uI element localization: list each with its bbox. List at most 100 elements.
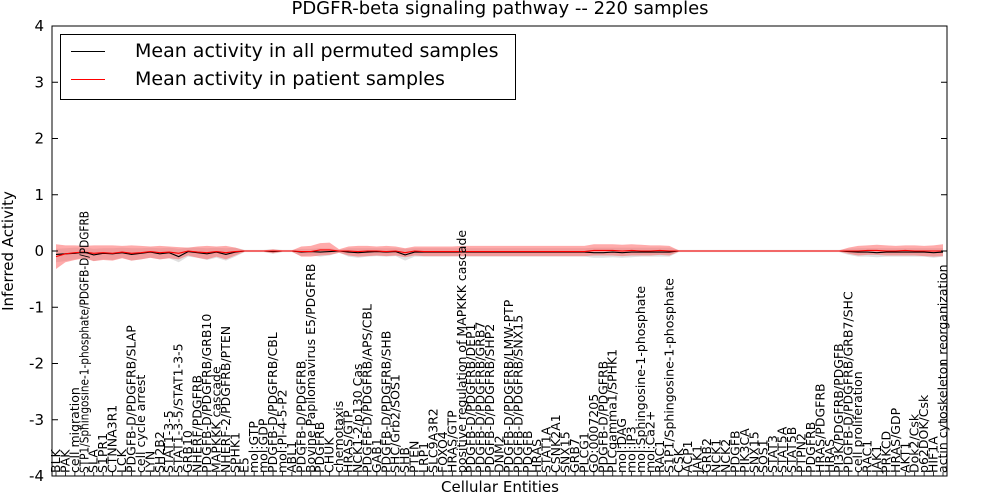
x-tick-label: ABL1 bbox=[284, 441, 299, 473]
x-tick-label: PDGFB-D/PDGFRB/SLAP bbox=[124, 325, 139, 473]
y-tick-label: -2 bbox=[29, 355, 44, 373]
x-tick-label: LYN bbox=[142, 451, 157, 473]
legend-label-permuted: Mean activity in all permuted samples bbox=[135, 40, 499, 62]
x-tick-label: JAK1 bbox=[869, 445, 884, 474]
x-tick-label: mol:GTP bbox=[246, 421, 261, 473]
x-tick-label: chemotaxis bbox=[331, 401, 346, 473]
band-patient-spread bbox=[56, 242, 943, 269]
x-tick-label: GRB10 bbox=[180, 430, 195, 473]
x-tick-label: SHC/Grb2/SOS1 bbox=[388, 374, 403, 473]
x-tick-label: PIK3CA bbox=[737, 428, 752, 473]
x-tick-label: mol:DAG bbox=[614, 418, 629, 473]
legend-label-patient: Mean activity in patient samples bbox=[135, 68, 445, 90]
x-tick-label: STAT5A bbox=[775, 426, 790, 473]
x-tick-label: STAT5B bbox=[784, 427, 799, 473]
x-tick-label: GRB7 bbox=[567, 438, 582, 473]
y-tick-label: -1 bbox=[29, 298, 44, 316]
x-tick-label: PDGFB-D/PDGFRB/SHP2 bbox=[482, 324, 497, 473]
x-tick-label: SNX15 bbox=[558, 431, 573, 473]
x-tick-label: SNX15 bbox=[746, 431, 761, 473]
x-tick-label: PTPN2 bbox=[794, 433, 809, 473]
x-tick-label: mol:IP3 bbox=[624, 426, 639, 473]
x-tick-label: mol:GDP bbox=[256, 418, 271, 473]
y-tick-label: 3 bbox=[34, 73, 44, 91]
legend-swatch-permuted bbox=[71, 50, 105, 52]
y-tick-label: 1 bbox=[34, 186, 44, 204]
x-tick-label: PDGFB bbox=[727, 430, 742, 473]
x-tick-label: cell migration bbox=[67, 387, 82, 473]
x-axis-label: Cellular Entities bbox=[441, 478, 559, 496]
x-tick-label: SOS1 bbox=[756, 439, 771, 473]
x-tick-label: PDGFB-D/PDGFRB/GRB7 bbox=[473, 322, 488, 473]
x-tick-label: DNM2 bbox=[492, 435, 507, 473]
y-axis: -4 -3 -2 -1 0 1 2 3 4 bbox=[29, 17, 947, 485]
x-tick-label: SLA bbox=[86, 449, 101, 473]
legend-entry-patient: Mean activity in patient samples bbox=[61, 67, 445, 91]
series-line-patient bbox=[55, 249, 943, 258]
x-tick-label: GAB1 bbox=[369, 438, 384, 473]
x-tick-label: HRAS/PDGFRB bbox=[812, 383, 827, 473]
x-tick-label: CTNNA3R1 bbox=[105, 405, 120, 473]
x-tick-label: p62DOK/Csk bbox=[916, 394, 931, 473]
y-tick-label: -3 bbox=[29, 411, 44, 429]
x-tick-label: CSK bbox=[671, 447, 686, 473]
x-tick-label: STAT1A bbox=[539, 426, 554, 473]
x-tick-label: PAK bbox=[57, 449, 72, 473]
x-tick-label: MAPKKK cascade bbox=[208, 366, 223, 473]
legend-swatch-patient bbox=[71, 78, 105, 80]
x-tick-label: S1PR1 bbox=[95, 433, 110, 473]
spread-bands bbox=[56, 242, 943, 269]
x-tick-label: LRP1 bbox=[416, 442, 431, 473]
x-tick-label: cell proliferation bbox=[850, 371, 865, 473]
x-tick-label: PDGFRB bbox=[312, 422, 327, 473]
legend-entry-permuted: Mean activity in all permuted samples bbox=[61, 39, 498, 63]
x-tick-label: RAC1 bbox=[860, 440, 875, 473]
x-tick-label: SH2B2 bbox=[152, 431, 167, 473]
y-tick-label: -4 bbox=[29, 467, 44, 485]
series-lines bbox=[55, 249, 944, 258]
legend: Mean activity in all permuted samples Me… bbox=[60, 34, 516, 100]
x-tick-label: PI3K/PDGFRB/PDGFB bbox=[831, 343, 846, 473]
x-tick-label: PDGFB-D/PDGFRB/GRB7/SHC bbox=[841, 291, 856, 473]
x-tick-label: PDGFB-D/PDGFRB/DEP1 bbox=[463, 324, 478, 474]
x-tick-label: PTEN bbox=[407, 441, 422, 473]
x-tick-label: cell cycle arrest bbox=[133, 375, 148, 473]
x-tick-label: Bovine Papilomavirus E5/PDGFRB bbox=[303, 264, 318, 473]
x-tick-label: FOXO4 bbox=[435, 431, 450, 473]
x-tick-label: GRB2 bbox=[699, 438, 714, 473]
x-tick-label: NHERF/PDGFRB bbox=[190, 375, 205, 473]
x-tick-label: PLCgamma1/SPHK1 bbox=[605, 349, 620, 473]
x-tick-label: SPHK1 bbox=[227, 432, 242, 473]
x-tick-label: SLC9A3R2 bbox=[425, 408, 440, 473]
y-axis-label: Inferred Activity bbox=[0, 191, 17, 311]
x-tick-label: GO:0007205 bbox=[586, 394, 601, 473]
x-tick-label: PDGFRB bbox=[803, 422, 818, 473]
x-tick-label: PLCG1 bbox=[576, 432, 591, 473]
x-tick-label: Dok2/Csk bbox=[907, 413, 922, 473]
x-tick-label: RAC1 bbox=[652, 440, 667, 473]
x-tick-label: HIF1A bbox=[926, 436, 941, 473]
x-tick-label: CSNK2A1 bbox=[548, 414, 563, 473]
x-tick-label: STAT1-3-5 bbox=[161, 410, 176, 473]
x-tick-label: PRKCD bbox=[878, 431, 893, 473]
x-tick-label: HRAS/GTP bbox=[444, 410, 459, 473]
x-tick-label: PDGFB-D/PDGFRB/APS/CBL bbox=[359, 304, 374, 473]
x-tick-label: PDGFB-D/PDGFRB/SNX15 bbox=[510, 315, 525, 473]
y-tick-label: 2 bbox=[34, 130, 44, 148]
x-tick-label: HRAS/GTP bbox=[341, 410, 356, 473]
x-tick-label: PDGFB-D/PDGFRB/LMW-PTP bbox=[501, 299, 516, 473]
x-tick-label: S1P1/Sphingosine-1-phosphate bbox=[661, 278, 676, 473]
x-tick-label: HRAS/GDP bbox=[888, 407, 903, 473]
x-tick-label: positive regulation of MAPKKK cascade bbox=[454, 230, 469, 473]
x-tick-label: PDGFB-D/PDGFRB bbox=[293, 361, 308, 473]
x-tick-label: E5 bbox=[237, 457, 252, 473]
x-tick-label: mol:Sphingosine-1-phosphate bbox=[633, 286, 648, 473]
x-tick-label: SHB bbox=[397, 447, 412, 473]
x-tick-label: NCK1-2/p130 Cas bbox=[350, 363, 365, 473]
y-tick-label: 0 bbox=[34, 242, 44, 260]
x-tick-label: mol:Ca2+ bbox=[643, 411, 658, 473]
x-tick-label: JAK1 bbox=[690, 445, 705, 474]
x-tick-label: PDGFB-D/PDGFRB/GRB10 bbox=[199, 314, 214, 473]
x-tick-label: STAT3 bbox=[765, 435, 780, 473]
